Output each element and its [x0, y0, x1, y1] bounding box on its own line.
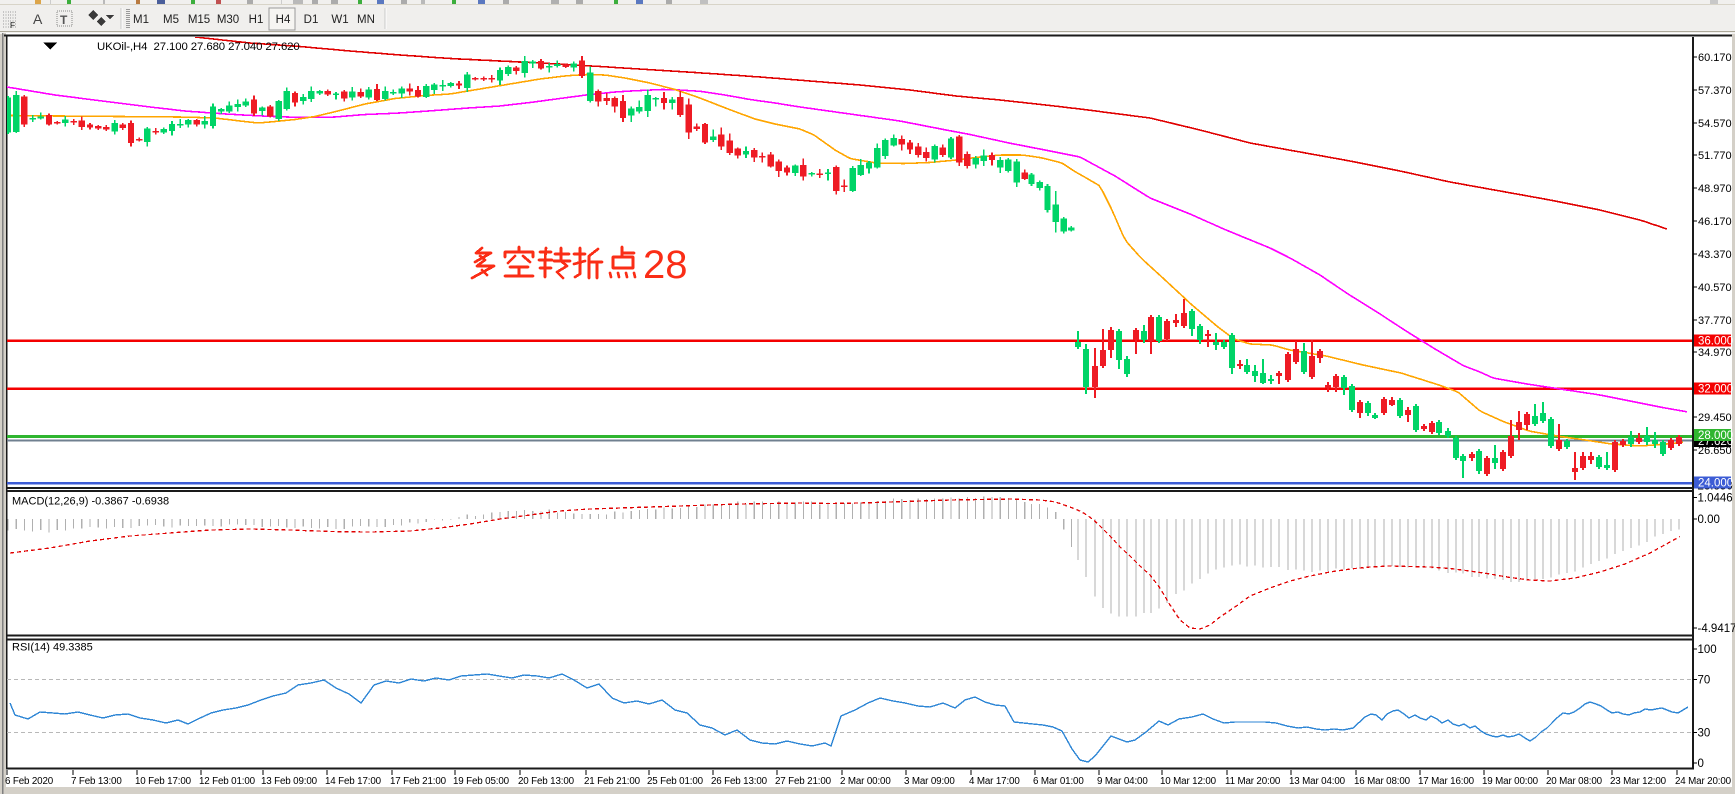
svg-text:-4.9417: -4.9417: [1698, 623, 1735, 635]
svg-text:M5: M5: [163, 14, 179, 26]
svg-text:24.000: 24.000: [1698, 478, 1733, 490]
svg-text:24 Mar 20:00: 24 Mar 20:00: [1675, 776, 1732, 787]
svg-text:10 Feb 17:00: 10 Feb 17:00: [135, 776, 192, 787]
svg-text:100: 100: [1698, 644, 1717, 656]
svg-text:MN: MN: [357, 14, 375, 26]
svg-text:25 Feb 01:00: 25 Feb 01:00: [647, 776, 704, 787]
svg-text:54.570: 54.570: [1698, 118, 1732, 130]
svg-text:27 Feb 21:00: 27 Feb 21:00: [775, 776, 832, 787]
svg-text:17 Feb 21:00: 17 Feb 21:00: [390, 776, 447, 787]
svg-text:26.650: 26.650: [1698, 445, 1732, 457]
svg-text:UKOil-,H4 27.100 27.680 27.04: UKOil-,H4 27.100 27.680 27.040 27.620: [97, 41, 300, 53]
svg-text:0: 0: [1698, 758, 1704, 770]
svg-text:34.970: 34.970: [1698, 347, 1732, 359]
svg-text:11 Mar 20:00: 11 Mar 20:00: [1225, 776, 1281, 787]
svg-text:20 Mar 08:00: 20 Mar 08:00: [1546, 776, 1603, 787]
svg-text:10 Mar 12:00: 10 Mar 12:00: [1160, 776, 1217, 787]
svg-text:6 Mar 01:00: 6 Mar 01:00: [1033, 776, 1084, 787]
svg-text:19 Mar 00:00: 19 Mar 00:00: [1482, 776, 1539, 787]
svg-text:2 Mar 00:00: 2 Mar 00:00: [840, 776, 891, 787]
svg-text:F: F: [10, 20, 15, 30]
svg-text:46.170: 46.170: [1698, 216, 1732, 228]
svg-text:28.000: 28.000: [1698, 430, 1733, 442]
svg-text:M30: M30: [217, 14, 239, 26]
svg-text:13 Mar 04:00: 13 Mar 04:00: [1289, 776, 1346, 787]
svg-text:51.770: 51.770: [1698, 150, 1732, 162]
svg-text:0.00: 0.00: [1698, 514, 1720, 526]
svg-text:T: T: [60, 13, 68, 27]
svg-text:14 Feb 17:00: 14 Feb 17:00: [325, 776, 382, 787]
svg-text:M1: M1: [133, 14, 149, 26]
svg-text:30: 30: [1698, 728, 1711, 740]
svg-text:3 Mar 09:00: 3 Mar 09:00: [904, 776, 955, 787]
svg-text:36.000: 36.000: [1698, 336, 1733, 348]
svg-text:4 Mar 17:00: 4 Mar 17:00: [969, 776, 1020, 787]
svg-text:12 Feb 01:00: 12 Feb 01:00: [199, 776, 256, 787]
svg-text:D1: D1: [304, 14, 319, 26]
svg-text:29.450: 29.450: [1698, 412, 1732, 424]
svg-text:48.970: 48.970: [1698, 183, 1732, 195]
svg-text:28: 28: [643, 243, 688, 287]
svg-text:17 Mar 16:00: 17 Mar 16:00: [1418, 776, 1475, 787]
svg-text:60.170: 60.170: [1698, 52, 1732, 64]
svg-text:W1: W1: [331, 14, 348, 26]
svg-text:26 Feb 13:00: 26 Feb 13:00: [711, 776, 768, 787]
svg-text:13 Feb 09:00: 13 Feb 09:00: [261, 776, 318, 787]
svg-text:19 Feb 05:00: 19 Feb 05:00: [453, 776, 510, 787]
svg-text:70: 70: [1698, 675, 1711, 687]
svg-text:MACD(12,26,9) -0.3867 -0.6938: MACD(12,26,9) -0.3867 -0.6938: [12, 496, 169, 508]
svg-text:40.570: 40.570: [1698, 282, 1732, 294]
svg-text:20 Feb 13:00: 20 Feb 13:00: [518, 776, 575, 787]
svg-text:A: A: [33, 11, 43, 27]
svg-text:H1: H1: [249, 14, 264, 26]
svg-text:6 Feb 2020: 6 Feb 2020: [5, 776, 54, 787]
svg-text:57.370: 57.370: [1698, 85, 1732, 97]
svg-text:23 Mar 12:00: 23 Mar 12:00: [1610, 776, 1667, 787]
svg-text:21 Feb 21:00: 21 Feb 21:00: [584, 776, 641, 787]
svg-text:16 Mar 08:00: 16 Mar 08:00: [1354, 776, 1411, 787]
svg-text:1.0446: 1.0446: [1698, 493, 1733, 505]
svg-text:32.000: 32.000: [1698, 384, 1733, 396]
svg-text:M15: M15: [188, 14, 210, 26]
svg-text:37.770: 37.770: [1698, 315, 1732, 327]
svg-text:7 Feb 13:00: 7 Feb 13:00: [71, 776, 122, 787]
svg-text:9 Mar 04:00: 9 Mar 04:00: [1097, 776, 1148, 787]
svg-text:RSI(14) 49.3385: RSI(14) 49.3385: [12, 642, 93, 654]
svg-text:43.370: 43.370: [1698, 249, 1732, 261]
svg-text:H4: H4: [276, 14, 291, 26]
